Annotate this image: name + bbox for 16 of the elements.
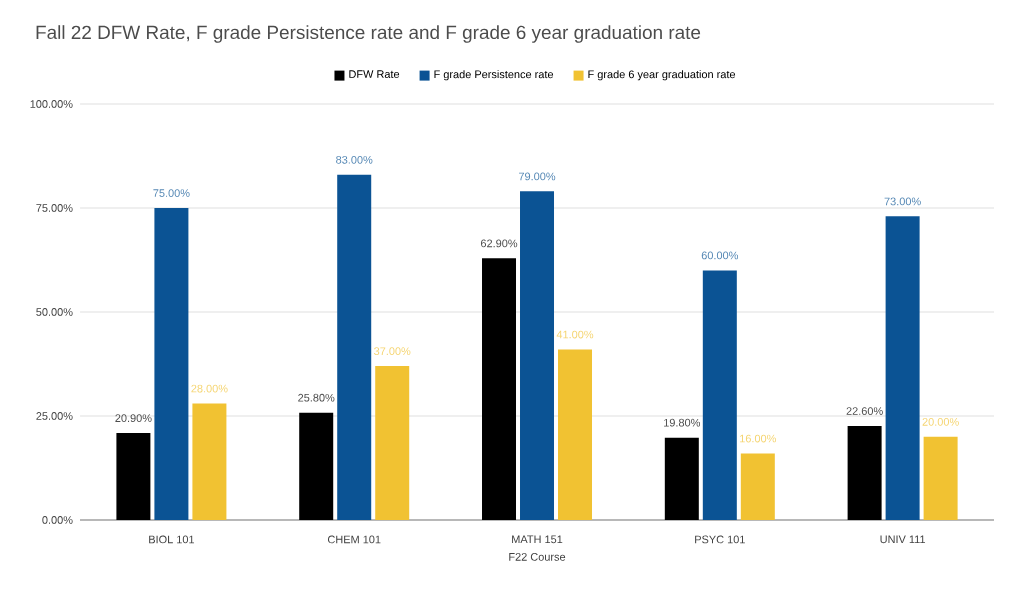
bar — [337, 174, 372, 520]
chart-title: Fall 22 DFW Rate, F grade Persistence rate and F grade 6 year graduation rate — [36, 25, 701, 43]
bar — [192, 403, 227, 520]
bar — [299, 412, 334, 520]
bar — [375, 366, 410, 520]
bar — [923, 436, 958, 520]
bar — [154, 207, 189, 520]
bar — [702, 270, 737, 520]
bar — [740, 453, 775, 520]
bar — [520, 191, 555, 520]
bar — [664, 437, 699, 520]
bar — [116, 433, 151, 520]
bar — [847, 425, 882, 520]
bar — [482, 258, 517, 520]
bar — [885, 216, 920, 520]
bar — [558, 349, 593, 520]
